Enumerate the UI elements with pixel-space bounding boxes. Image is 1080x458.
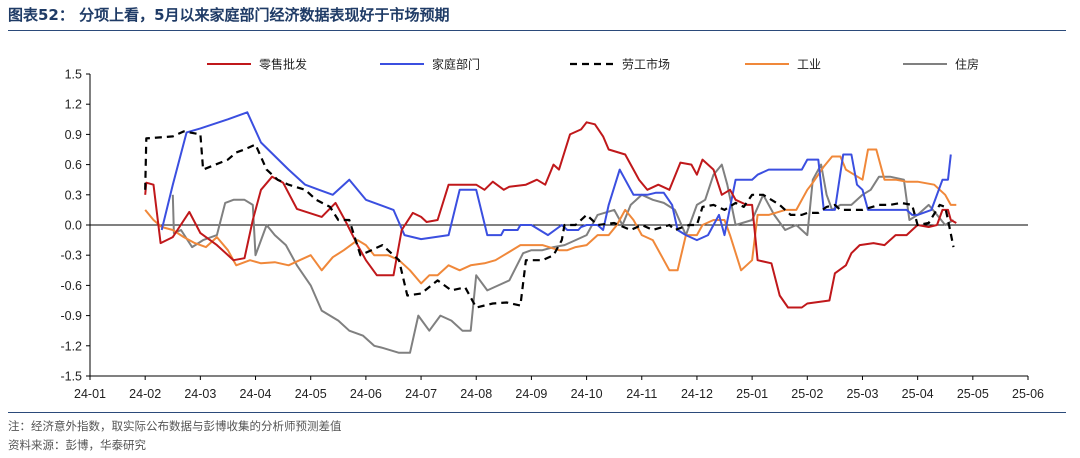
page-title: 图表52： 分项上看，5月以来家庭部门经济数据表现好于市场预期: [8, 6, 450, 24]
x-tick-label: 24-09: [515, 387, 547, 401]
legend-label-household: 家庭部门: [432, 57, 480, 72]
x-tick-label: 25-01: [736, 387, 768, 401]
title-rule: [8, 30, 1066, 31]
footer-rule: [8, 412, 1066, 413]
legend-label-labor: 劳工市场: [622, 57, 670, 72]
legend-label-industry: 工业: [797, 58, 821, 72]
legend-label-housing: 住房: [955, 57, 979, 72]
y-tick-label: 0.3: [65, 188, 82, 202]
x-tick-label: 24-08: [460, 387, 492, 401]
y-tick-label: -1.2: [60, 339, 82, 353]
series-line-labor: [144, 130, 955, 309]
x-tick-label: 25-05: [957, 387, 989, 401]
chart-axes: 1.5 1.2 0.9 0.6 0.3 0.0 -0.3 -0.6 -0.9 -1.2 -1.5 24…: [60, 68, 1044, 402]
x-tick-label: 24-06: [350, 387, 382, 401]
legend-label-retail: 零售批发: [259, 57, 307, 72]
x-tick-label: 24-07: [405, 387, 437, 401]
note-text: 注：经济意外指数，取实际公布数据与彭博收集的分析师预测差值: [8, 419, 342, 433]
y-tick-label: 1.5: [65, 68, 82, 82]
x-tick-label: 25-03: [846, 387, 878, 401]
series-line-industry: [144, 148, 957, 285]
series-line-household: [160, 111, 952, 242]
x-tick-label: 24-01: [74, 387, 106, 401]
chart-legend: 零售批发 家庭部门 劳工市场 工业 住房: [207, 57, 979, 72]
x-tick-label: 24-05: [295, 387, 327, 401]
x-tick-label: 24-10: [571, 387, 603, 401]
series-line-retail: [144, 121, 957, 309]
line-chart: 1.5 1.2 0.9 0.6 0.3 0.0 -0.3 -0.6 -0.9 -1.2 -1.5 24…: [60, 57, 1044, 402]
x-tick-label: 25-02: [791, 387, 823, 401]
y-tick-label: 1.2: [65, 98, 82, 112]
x-tick-label: 24-04: [240, 387, 272, 401]
source-text: 资料来源：彭博，华泰研究: [8, 438, 146, 452]
x-tick-label: 24-12: [681, 387, 713, 401]
series-line-housing: [171, 163, 955, 354]
y-tick-label: -0.6: [60, 279, 82, 293]
x-tick-label: 25-04: [902, 387, 934, 401]
y-tick-label: 0.9: [65, 128, 82, 142]
y-tick-label: 0.0: [65, 219, 82, 233]
y-tick-label: 0.6: [65, 158, 82, 172]
y-tick-label: -0.9: [60, 309, 82, 323]
x-tick-label: 24-11: [626, 387, 657, 401]
chart-lines: [144, 111, 957, 354]
y-tick-label: -0.3: [60, 249, 82, 263]
x-tick-label: 25-06: [1012, 387, 1044, 401]
y-tick-label: -1.5: [60, 370, 82, 384]
x-tick-label: 24-02: [129, 387, 161, 401]
x-tick-label: 24-03: [184, 387, 216, 401]
